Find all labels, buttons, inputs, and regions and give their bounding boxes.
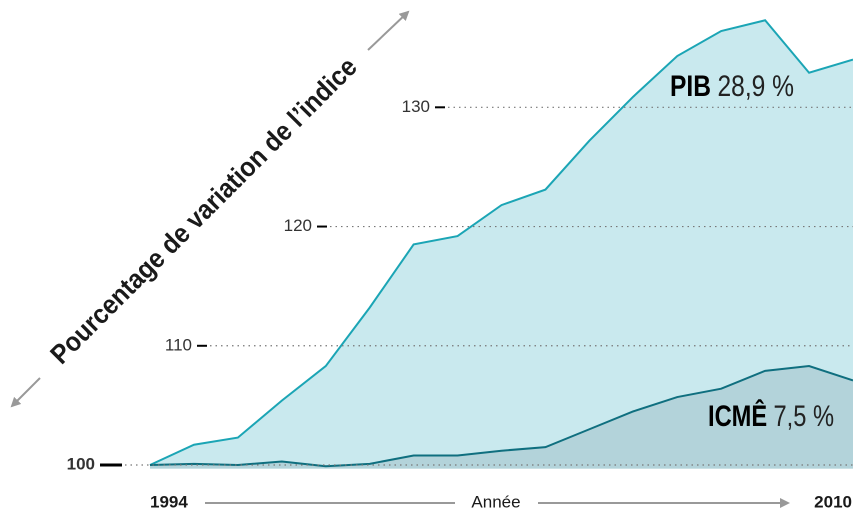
series-annotation: PIB28,9 % [670,70,794,103]
axis-arrow [10,377,41,408]
y-tick-label: 100 [67,455,95,474]
line [149,365,853,468]
x-axis-title: Année [471,492,520,511]
series-change: 7,5 % [773,400,834,433]
series-name: ICMÊ [708,399,767,433]
axis-arrow [367,10,410,51]
y-axis-title: Pourcentage de variation de l’indice [45,52,363,370]
line [149,19,853,466]
area [150,20,853,469]
y-tick-label: 120 [284,216,312,235]
series-name: PIB [670,70,711,103]
area [150,366,853,469]
x-tick-label: 2010 [814,492,852,511]
plot-area [149,19,853,469]
x-tick-label: 1994 [150,492,188,511]
y-tick-label: 110 [165,335,192,354]
series-change: 28,9 % [718,70,794,103]
y-tick-label: 130 [402,97,430,116]
series-annotation: ICMÊ7,5 % [708,399,834,433]
